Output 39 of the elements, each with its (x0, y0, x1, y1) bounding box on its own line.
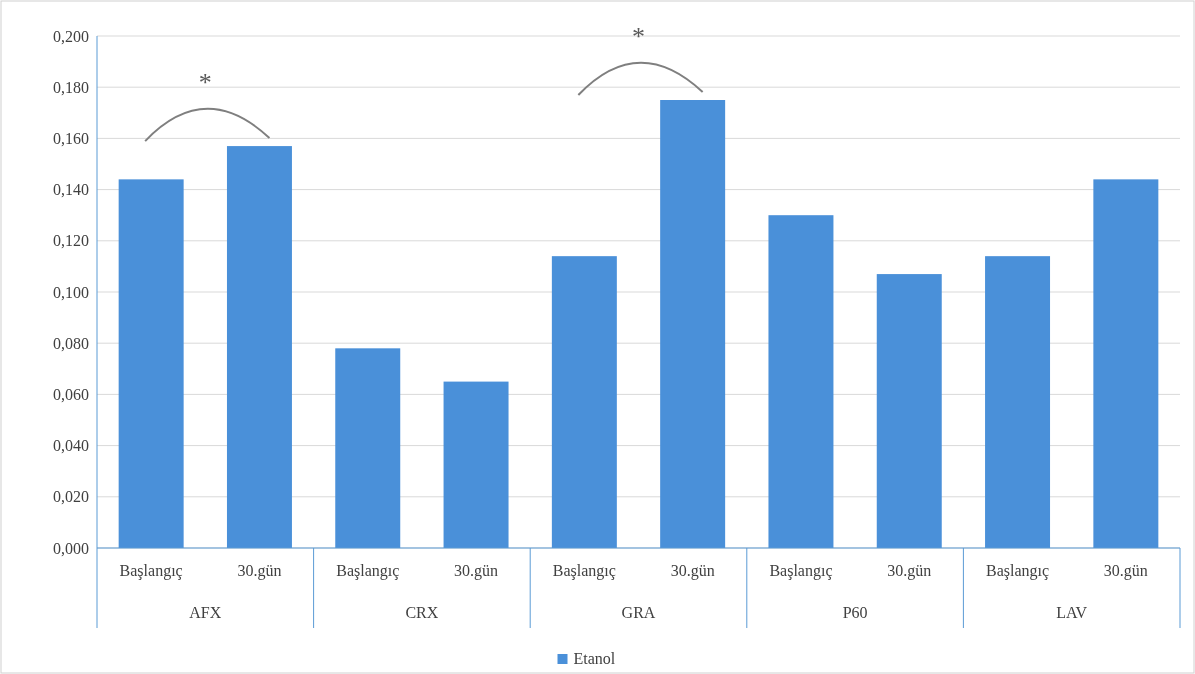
x-tick-label: Başlangıç (986, 562, 1050, 580)
y-tick-label: 0,160 (53, 130, 89, 147)
x-tick-label: Başlangıç (336, 562, 400, 580)
y-tick-label: 0,100 (53, 283, 89, 301)
bar (226, 146, 292, 548)
x-tick-label: Başlangıç (769, 562, 833, 580)
bar (660, 100, 726, 548)
annotation: * (198, 68, 212, 98)
bar (1093, 179, 1159, 548)
x-tick-label: 30.gün (670, 562, 715, 580)
bar (985, 256, 1051, 548)
y-tick-label: 0,200 (53, 27, 89, 45)
x-tick-label: 30.gün (237, 562, 282, 580)
x-tick-label: 30.gün (887, 562, 932, 580)
y-tick-label: 0,020 (53, 488, 89, 506)
x-tick-label: 30.gün (1103, 562, 1148, 580)
bar (443, 381, 509, 548)
bar (335, 348, 401, 548)
y-tick-label: 0,140 (53, 181, 89, 199)
text: AFX (189, 604, 222, 621)
bar (551, 256, 617, 548)
y-tick-label: 0,080 (53, 334, 89, 352)
bar (768, 215, 834, 548)
text: CRX (405, 604, 439, 621)
legend-label: Etanol (573, 650, 616, 667)
text: P60 (842, 604, 868, 621)
y-tick-label: 0,040 (53, 437, 89, 455)
x-tick-label: Başlangıç (119, 562, 183, 580)
y-tick-label: 0,180 (53, 78, 89, 96)
text: GRA (621, 604, 656, 621)
x-tick-label: Başlangıç (552, 562, 616, 580)
annotation: * (632, 22, 645, 52)
x-tick-label: 30.gün (454, 562, 499, 580)
bar (876, 274, 942, 548)
y-tick-label: 0,060 (53, 386, 89, 403)
bar (118, 179, 184, 548)
y-tick-label: 0,120 (53, 232, 89, 250)
text: LAV (1056, 604, 1088, 621)
y-tick-label: 0,000 (53, 539, 89, 557)
